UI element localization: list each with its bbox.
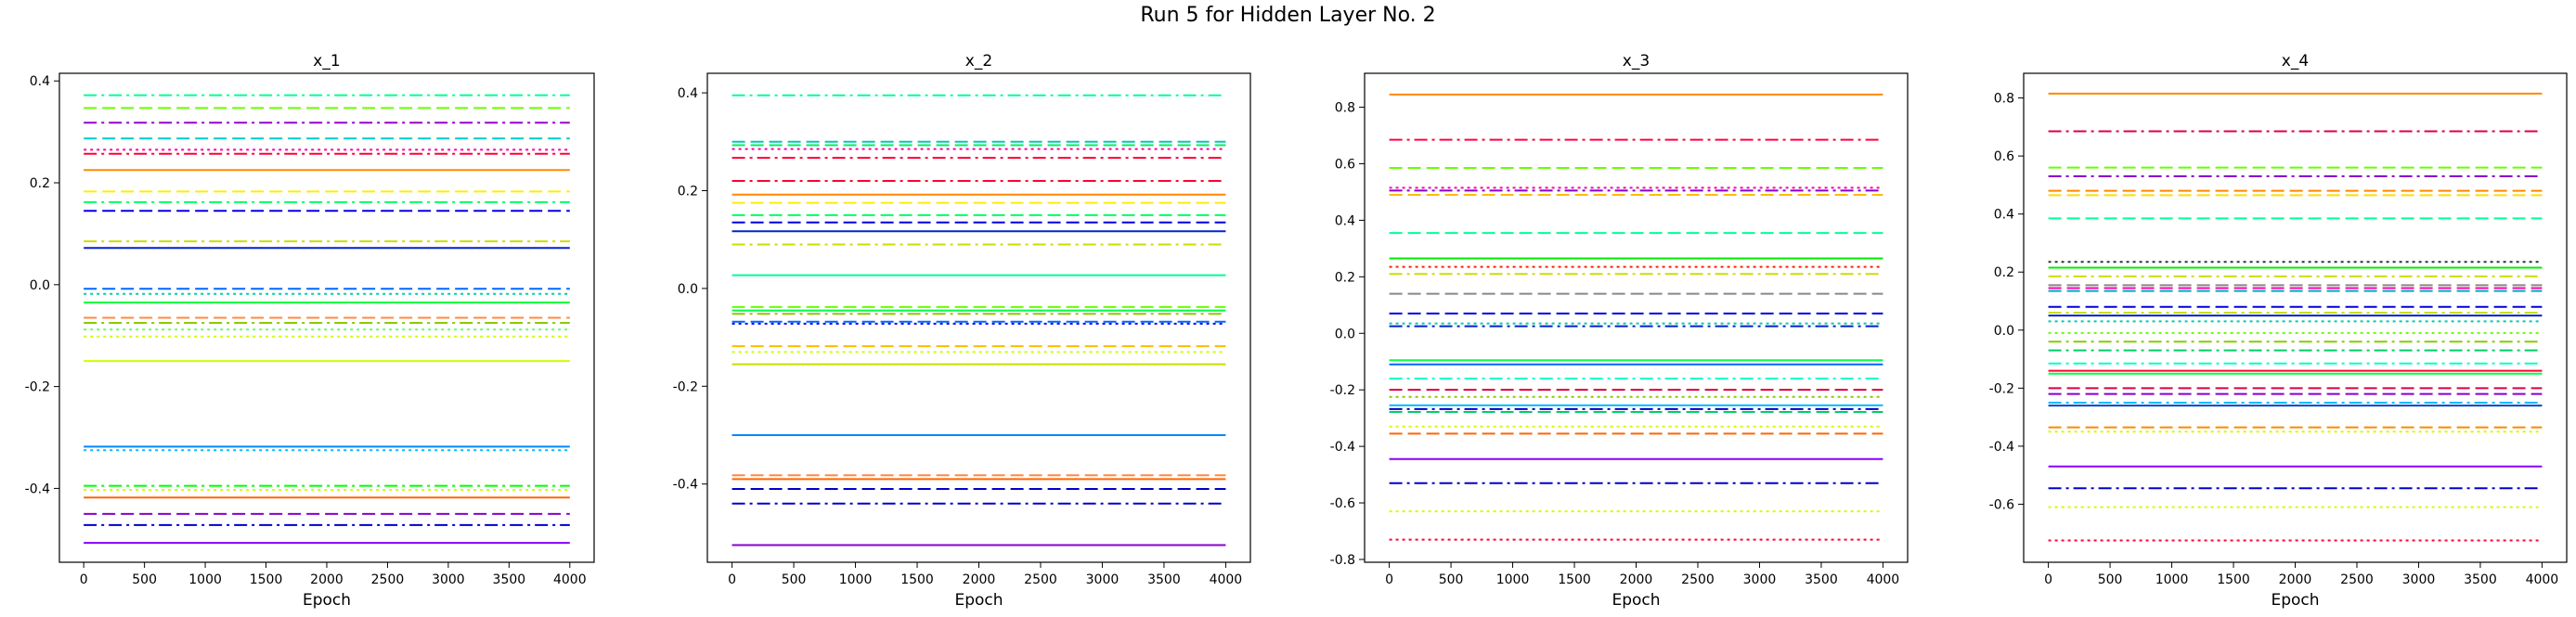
x-tick-label: 3000	[2402, 572, 2436, 587]
x-tick-label: 3500	[2464, 572, 2497, 587]
x-tick-label: 3000	[432, 572, 465, 587]
y-tick-label: -0.6	[1330, 496, 1355, 511]
x-axis-label: Epoch	[954, 591, 1003, 610]
x-tick-label: 2000	[963, 572, 996, 587]
y-tick-label: 0.0	[678, 282, 698, 297]
y-tick-label: 0.8	[1994, 92, 2014, 107]
y-tick-label: 0.2	[30, 176, 50, 191]
x-tick-label: 3500	[1147, 572, 1181, 587]
y-tick-label: 0.4	[30, 74, 50, 89]
figure-title: Run 5 for Hidden Layer No. 2	[1140, 4, 1436, 27]
x-tick-label: 1000	[839, 572, 873, 587]
x-tick-label: 4000	[1867, 572, 1900, 587]
x-tick-label: 1500	[250, 572, 283, 587]
x-tick-label: 0	[728, 572, 736, 587]
x-tick-label: 1500	[900, 572, 934, 587]
y-tick-label: 0.0	[1335, 327, 1355, 341]
axes-frame	[1364, 72, 1909, 563]
y-tick-label: -0.2	[1330, 383, 1355, 398]
x-tick-label: 500	[1439, 572, 1464, 587]
x-tick-label: 3000	[1086, 572, 1120, 587]
y-tick-label: -0.4	[25, 482, 50, 496]
x-axis-label: Epoch	[1612, 591, 1660, 610]
x-tick-label: 2500	[2340, 572, 2374, 587]
y-tick-label: -0.4	[1989, 440, 2014, 455]
y-tick-label: -0.6	[1989, 497, 2014, 512]
x-tick-label: 1000	[1496, 572, 1530, 587]
x-tick-label: 3500	[1805, 572, 1838, 587]
x-tick-label: 2000	[1620, 572, 1653, 587]
x-tick-label: 0	[80, 572, 88, 587]
subplot-x3: 0 500 1000 1500 2000 2500 3000 3500 4000 -0.8 -0.6…	[1330, 52, 1909, 610]
x-tick-label: 1500	[2217, 572, 2250, 587]
x-tick-label: 1000	[2155, 572, 2189, 587]
subplot-title: x_3	[1623, 52, 1650, 71]
y-tick-label: 0.2	[678, 184, 698, 199]
x-tick-label: 1000	[188, 572, 222, 587]
x-tick-label: 4000	[1210, 572, 1243, 587]
x-tick-label: 2000	[310, 572, 343, 587]
subplot-x4: 0 500 1000 1500 2000 2500 3000 3500 4000 -0.6 -0.4…	[1989, 52, 2568, 610]
x-tick-label: 4000	[2526, 572, 2559, 587]
x-tick-label: 2500	[371, 572, 405, 587]
x-tick-label: 0	[1385, 572, 1393, 587]
subplot-title: x_1	[313, 52, 340, 71]
x-tick-label: 500	[132, 572, 157, 587]
x-tick-label: 500	[782, 572, 807, 587]
x-tick-label: 2500	[1681, 572, 1715, 587]
y-tick-label: -0.2	[673, 379, 698, 394]
subplot-title: x_2	[965, 52, 992, 71]
subplot-title: x_4	[2282, 52, 2309, 71]
x-tick-label: 2500	[1024, 572, 1057, 587]
subplot-x1: 0 500 1000 1500 2000 2500 3000 3500 4000 -0.4 -0.2…	[25, 52, 595, 610]
y-tick-label: 0.0	[1994, 324, 2014, 339]
subplot-x2: 0 500 1000 1500 2000 2500 3000 3500 4000 -0.4 -0.2…	[673, 52, 1251, 610]
x-tick-label: 0	[2044, 572, 2052, 587]
y-tick-label: 0.4	[1335, 213, 1355, 228]
y-tick-label: 0.0	[30, 278, 50, 293]
x-tick-label: 3000	[1743, 572, 1777, 587]
x-axis-label: Epoch	[303, 591, 351, 610]
y-tick-label: 0.2	[1994, 265, 2014, 280]
x-tick-label: 2000	[2279, 572, 2312, 587]
y-tick-label: 0.6	[1335, 157, 1355, 172]
x-tick-label: 500	[2098, 572, 2123, 587]
y-tick-label: 0.6	[1994, 149, 2014, 164]
x-tick-label: 4000	[553, 572, 587, 587]
y-tick-label: -0.4	[673, 478, 698, 493]
y-tick-label: -0.2	[1989, 381, 2014, 396]
x-tick-label: 1500	[1558, 572, 1591, 587]
y-tick-label: -0.8	[1330, 553, 1355, 568]
y-tick-label: 0.4	[678, 86, 698, 101]
y-tick-label: -0.2	[25, 380, 50, 395]
y-tick-label: 0.8	[1335, 101, 1355, 116]
x-axis-label: Epoch	[2271, 591, 2319, 610]
x-tick-label: 3500	[493, 572, 526, 587]
y-tick-label: 0.2	[1335, 270, 1355, 285]
y-tick-label: -0.4	[1330, 440, 1355, 455]
y-tick-label: 0.4	[1994, 208, 2014, 223]
